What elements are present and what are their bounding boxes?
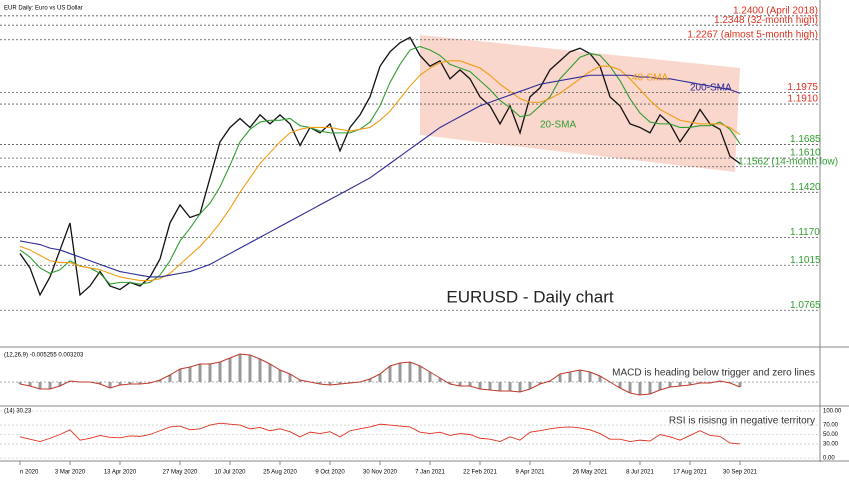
rsi-header: (14) 30.23 [4, 409, 32, 415]
macd-header: (12,26,9) -0.005255 0.003203 [4, 353, 84, 359]
x-tick-label: 27 May 2020 [163, 470, 198, 476]
trend-channel [420, 35, 740, 172]
x-tick-label: 26 May 2021 [573, 470, 608, 476]
x-tick-label: 8 Jul 2021 [626, 470, 654, 476]
level-label: 1.1562 (14-month low) [738, 156, 838, 167]
y-tick-label: 100.00 [823, 409, 842, 415]
level-label: 1.1910 [787, 94, 818, 105]
sma-line [19, 45, 741, 285]
level-label: 1.2400 (April 2018) [733, 5, 818, 16]
x-tick-label: 17 Aug 2021 [673, 470, 707, 476]
x-tick-label: 13 Apr 2020 [104, 470, 137, 476]
x-tick-label: 25 Aug 2020 [263, 470, 297, 476]
level-label: 1.1685 [790, 134, 821, 145]
x-tick-label: 30 Nov 2020 [363, 470, 398, 476]
series-label: 40-SMA [632, 73, 668, 84]
x-tick-label: 9 Apr 2021 [515, 470, 545, 476]
level-label: 1.0765 [790, 300, 821, 311]
level-label: 1.1015 [790, 255, 821, 266]
x-tick-label: 7 Jan 2021 [415, 470, 445, 476]
sma-line [19, 60, 741, 282]
x-tick-label: 10 Jul 2020 [214, 470, 246, 476]
level-label: 1.1420 [790, 182, 821, 193]
sma-line [19, 74, 741, 278]
x-tick-label: 22 Feb 2021 [463, 470, 497, 476]
chart-header: EUR Daily: Euro vs US Dollar [4, 6, 83, 12]
series-label: 20-SMA [540, 120, 576, 131]
price-line [19, 36, 741, 297]
series-label: 200-SMA [690, 83, 732, 94]
y-tick-label: 0.00 [823, 456, 835, 462]
x-tick-label: n 2020 [20, 470, 39, 476]
y-tick-label: 70.00 [823, 423, 839, 429]
macd-line [19, 353, 741, 396]
rsi-line [19, 422, 741, 445]
chart-title: EURUSD - Daily chart [446, 287, 613, 306]
y-tick-label: 30.00 [823, 441, 839, 447]
y-tick-label: 50.00 [823, 432, 839, 438]
level-label: 1.2348 (32-month high) [714, 15, 818, 26]
level-label: 1.1975 [787, 82, 818, 93]
x-tick-label: 30 Sep 2021 [723, 470, 758, 476]
level-label: 1.2267 (almost 5-month high) [687, 29, 818, 40]
rsi-annotation: RSI is risisng in negative territory [669, 416, 815, 427]
level-label: 1.1170 [790, 227, 820, 238]
x-tick-label: 9 Oct 2020 [315, 470, 345, 476]
macd-annotation: MACD is heading below trigger and zero l… [612, 368, 815, 379]
x-tick-label: 3 Mar 2020 [55, 470, 86, 476]
level-label: 1.1610 [790, 148, 821, 159]
